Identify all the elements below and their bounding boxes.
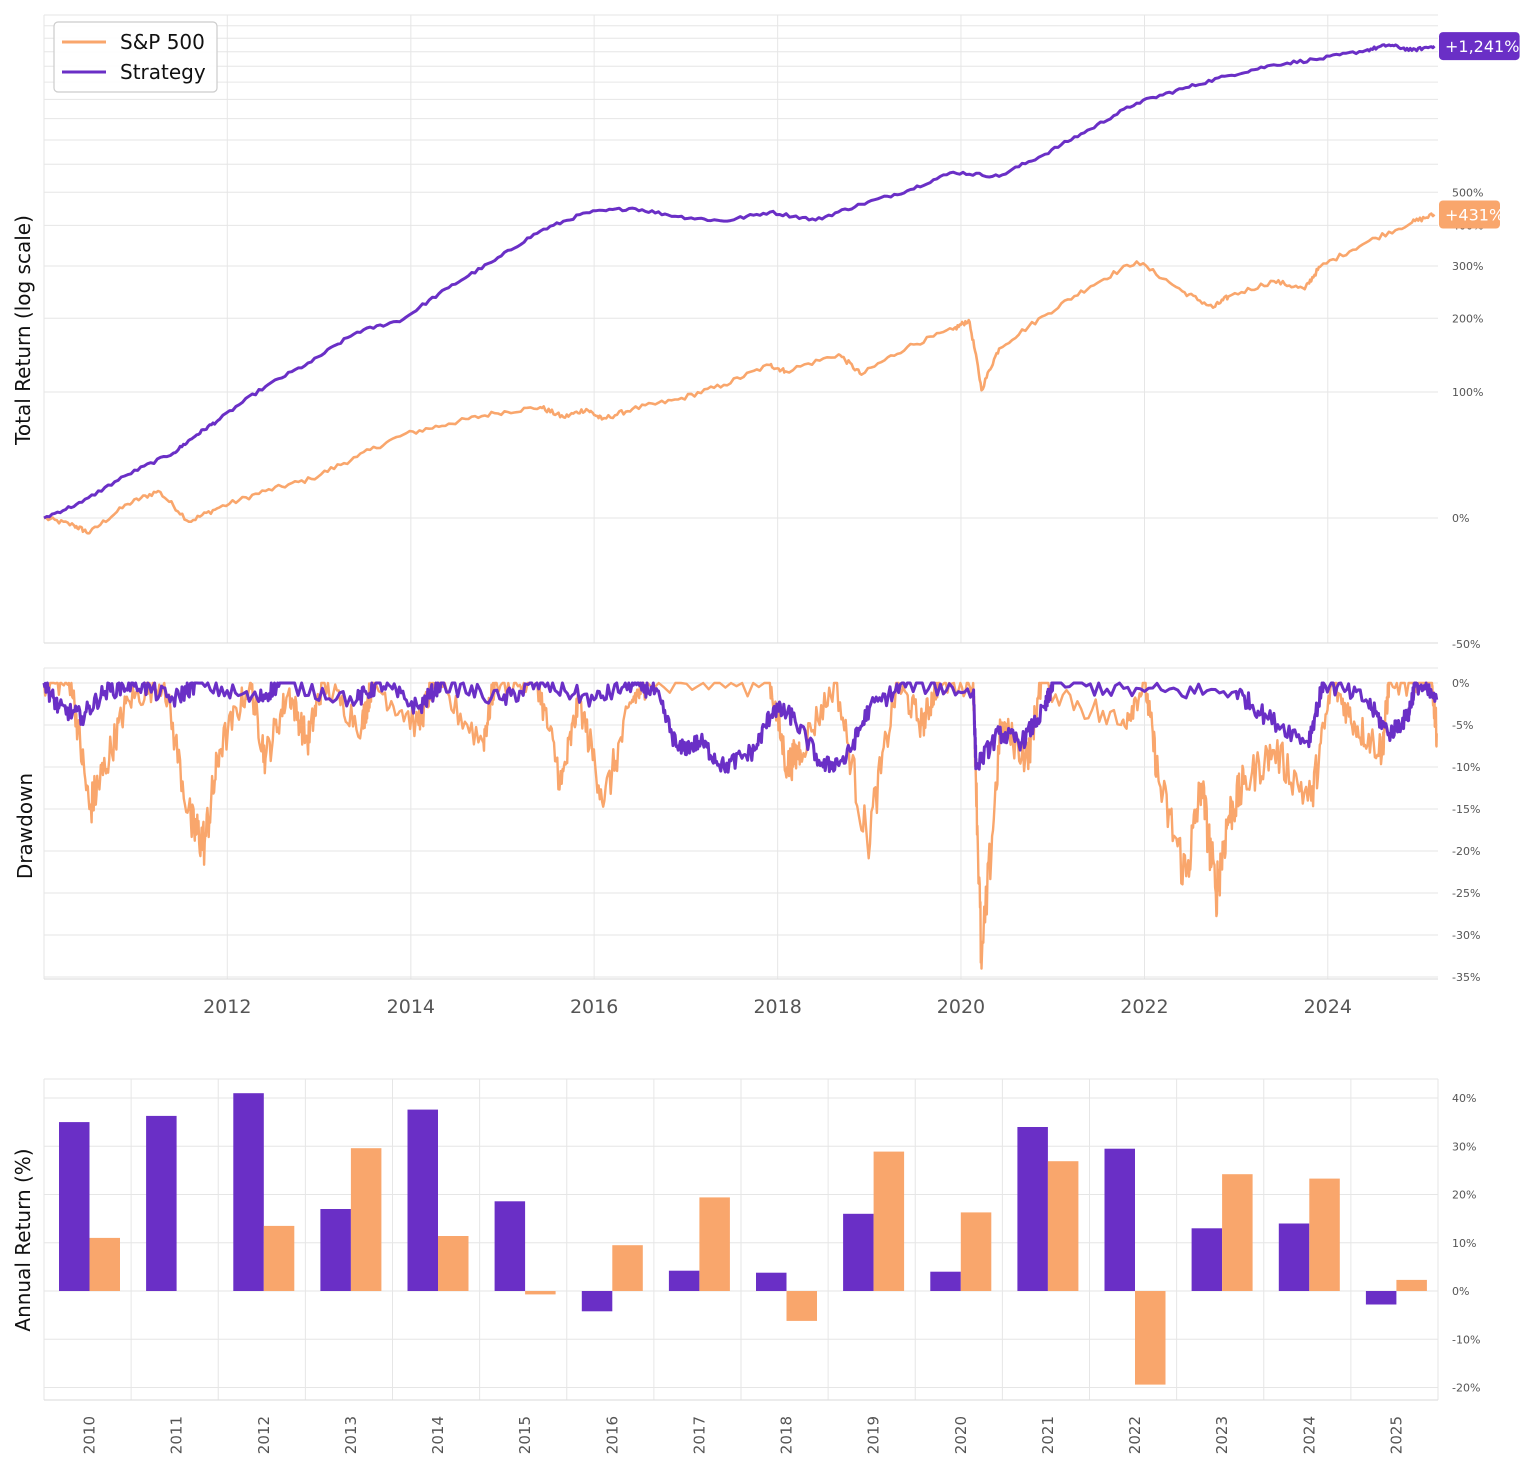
xtick-label: 2020 [952, 1416, 970, 1454]
bar-strategy-2025 [1365, 1291, 1397, 1305]
total-return-ylabel: Total Return (log scale) [11, 215, 35, 446]
bar-strategy-2020 [930, 1271, 961, 1291]
xtick-label: 2018 [753, 996, 801, 1018]
xtick-label: 2014 [387, 996, 435, 1018]
end-badge-label-sp500: +431% [1445, 206, 1504, 225]
ytick-label: 300% [1452, 260, 1483, 273]
bar-strategy-2012 [233, 1093, 264, 1291]
bar-sp500-2020 [960, 1212, 992, 1291]
ytick-label: 10% [1452, 1237, 1476, 1250]
ytick-label: -20% [1452, 1382, 1480, 1395]
xtick-label: 2020 [937, 996, 985, 1018]
bar-sp500-2023 [1222, 1174, 1253, 1291]
bar-sp500-2013 [350, 1148, 382, 1291]
bar-sp500-2019 [873, 1151, 905, 1291]
bar-sp500-2025 [1396, 1279, 1427, 1291]
ytick-label: -5% [1452, 719, 1473, 732]
bar-strategy-2018 [756, 1272, 787, 1291]
xtick-label: 2017 [690, 1416, 708, 1454]
ytick-label: 0% [1452, 1285, 1469, 1298]
ytick-label: 20% [1452, 1189, 1476, 1202]
bar-sp500-2017 [699, 1197, 730, 1291]
drawdown-ylabel: Drawdown [13, 773, 37, 879]
xtick-label: 2010 [81, 1416, 99, 1454]
bar-strategy-2021 [1017, 1127, 1048, 1291]
xtick-label: 2016 [570, 996, 618, 1018]
bar-strategy-2022 [1104, 1148, 1135, 1291]
xtick-label: 2018 [778, 1416, 796, 1454]
bar-strategy-2011 [146, 1115, 177, 1291]
bar-strategy-2017 [668, 1270, 700, 1291]
xtick-label: 2015 [516, 1416, 534, 1454]
xtick-label: 2023 [1213, 1416, 1231, 1454]
end-badge-strategy [1439, 32, 1520, 61]
xtick-label: 2022 [1126, 1416, 1144, 1454]
bar-strategy-2010 [59, 1122, 90, 1291]
bar-strategy-2014 [407, 1109, 438, 1291]
ytick-label: 0% [1452, 677, 1469, 690]
ytick-label: -30% [1452, 929, 1480, 942]
drawdown-line-strategy [42, 681, 1439, 774]
bar-sp500-2018 [786, 1291, 817, 1321]
ytick-label: -25% [1452, 887, 1480, 900]
ytick-label: 200% [1452, 312, 1483, 325]
xtick-label: 2012 [255, 1416, 273, 1454]
bar-strategy-2024 [1278, 1223, 1310, 1291]
xtick-label: 2016 [603, 1416, 621, 1454]
annual-return-panel: 40% 30% 20% 10% 0% -10% -20% 2010 2011 2012 2013 2… [11, 1078, 1480, 1454]
ytick-label: -20% [1452, 845, 1480, 858]
legend-label-sp500: S&P 500 [120, 30, 205, 54]
xtick-label: 2021 [1039, 1416, 1057, 1454]
bar-strategy-2015 [494, 1201, 526, 1291]
bar-sp500-2016 [612, 1245, 643, 1291]
bar-sp500-2021 [1047, 1161, 1079, 1291]
annual-return-ylabel: Annual Return (%) [11, 1148, 35, 1331]
drawdown-line-sp500 [42, 681, 1438, 970]
xtick-label: 2014 [429, 1416, 447, 1454]
xtick-label: 2025 [1387, 1416, 1405, 1454]
ytick-label: -10% [1452, 1333, 1480, 1346]
ytick-label: -15% [1452, 803, 1480, 816]
ytick-label: 40% [1452, 1092, 1476, 1105]
total-return-panel: -50%0%100%200%300%400%500% Total Return … [11, 14, 1520, 651]
bar-strategy-2019 [843, 1213, 874, 1291]
drawdown-panel: 0% -5% -10% -15% -20% -25% -30% -35% 2012 2014 20… [13, 667, 1480, 1018]
xtick-label: 2019 [865, 1416, 883, 1454]
xtick-label: 2022 [1120, 996, 1168, 1018]
bar-strategy-2013 [320, 1209, 351, 1291]
legend-box [53, 21, 218, 93]
xtick-label: 2011 [168, 1416, 186, 1454]
bar-sp500-2012 [263, 1225, 295, 1291]
bar-strategy-2023 [1191, 1228, 1223, 1291]
ytick-label: 100% [1452, 386, 1483, 399]
bar-sp500-2010 [89, 1237, 120, 1291]
xtick-label: 2024 [1304, 996, 1352, 1018]
xtick-label: 2013 [342, 1416, 360, 1454]
ytick-label: 0% [1452, 512, 1469, 525]
bar-sp500-2024 [1309, 1178, 1340, 1291]
xtick-label: 2024 [1300, 1416, 1318, 1454]
ytick-label: 30% [1452, 1140, 1476, 1153]
end-badge-label-strategy: +1,241% [1445, 37, 1519, 56]
ytick-label: -35% [1452, 971, 1480, 984]
ytick-label: -50% [1452, 638, 1480, 651]
series-line-strategy [43, 43, 1436, 520]
legend-label-strategy: Strategy [120, 60, 206, 84]
bar-sp500-2015 [525, 1291, 556, 1295]
series-line-sp500 [43, 212, 1436, 535]
legend: S&P 500 Strategy [53, 21, 218, 93]
ytick-label: -10% [1452, 761, 1480, 774]
end-badge-sp500 [1439, 200, 1500, 229]
bar-sp500-2014 [438, 1236, 469, 1291]
xtick-label: 2012 [203, 996, 251, 1018]
bar-strategy-2016 [581, 1291, 613, 1312]
ytick-label: 500% [1452, 186, 1483, 199]
bar-sp500-2022 [1135, 1291, 1166, 1385]
